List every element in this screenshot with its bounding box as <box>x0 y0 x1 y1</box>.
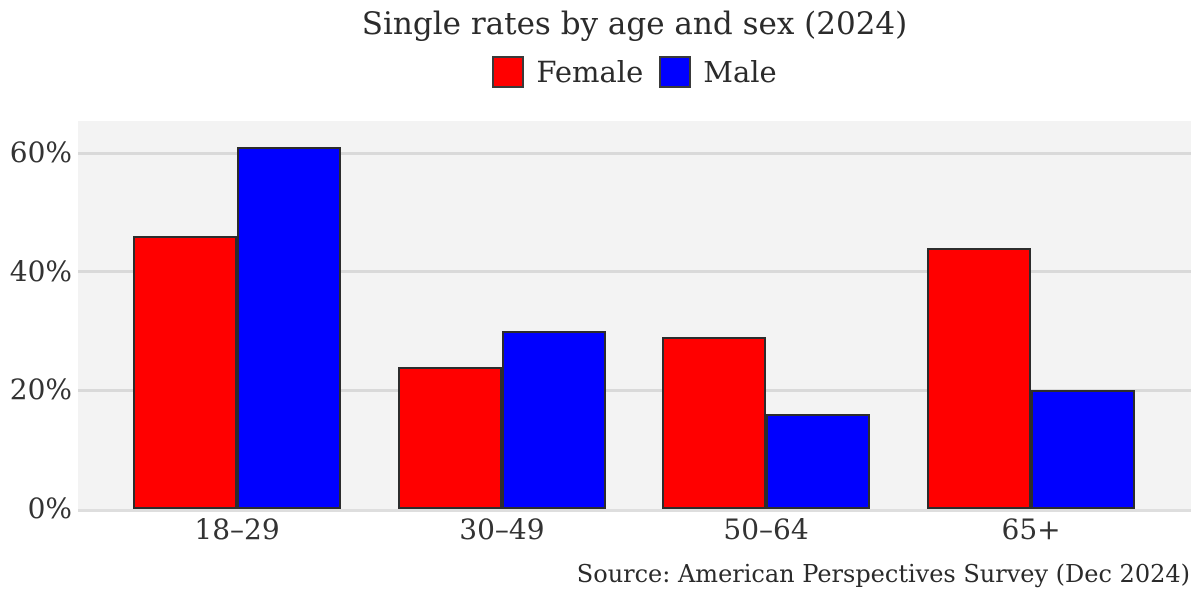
y-tick-label: 0% <box>27 492 72 525</box>
male-swatch-icon <box>659 56 692 88</box>
plot-area <box>78 121 1191 512</box>
bar-male-1 <box>501 331 606 509</box>
chart-title: Single rates by age and sex (2024) <box>361 6 908 42</box>
bar-female-3 <box>927 247 1032 509</box>
y-tick-label: 60% <box>9 136 72 170</box>
legend-label-male: Male <box>703 55 777 89</box>
bar-male-3 <box>1031 390 1136 509</box>
x-tick-label: 65+ <box>1001 513 1061 546</box>
bar-female-0 <box>133 236 238 509</box>
female-swatch-icon <box>492 56 525 88</box>
gridline-20 <box>78 388 1191 392</box>
x-tick-label: 30–49 <box>459 513 545 546</box>
legend-item-male: Male <box>659 55 777 89</box>
legend-item-female: Female <box>492 56 643 88</box>
x-tick-label: 50–64 <box>723 513 809 546</box>
bar-female-1 <box>397 366 502 509</box>
source-note: Source: American Perspectives Survey (De… <box>576 560 1190 588</box>
y-tick-label: 20% <box>9 373 72 407</box>
legend-label-female: Female <box>536 55 644 89</box>
bar-male-0 <box>237 147 342 509</box>
bar-male-2 <box>766 414 871 509</box>
y-tick-label: 40% <box>9 254 72 288</box>
chart-header: Single rates by age and sex (2024) Femal… <box>78 0 1191 88</box>
gridline-40 <box>78 270 1191 274</box>
legend: Female Male <box>78 56 1191 88</box>
gridline-60 <box>78 151 1191 155</box>
x-tick-label: 18–29 <box>194 513 280 546</box>
bar-female-2 <box>662 336 767 509</box>
